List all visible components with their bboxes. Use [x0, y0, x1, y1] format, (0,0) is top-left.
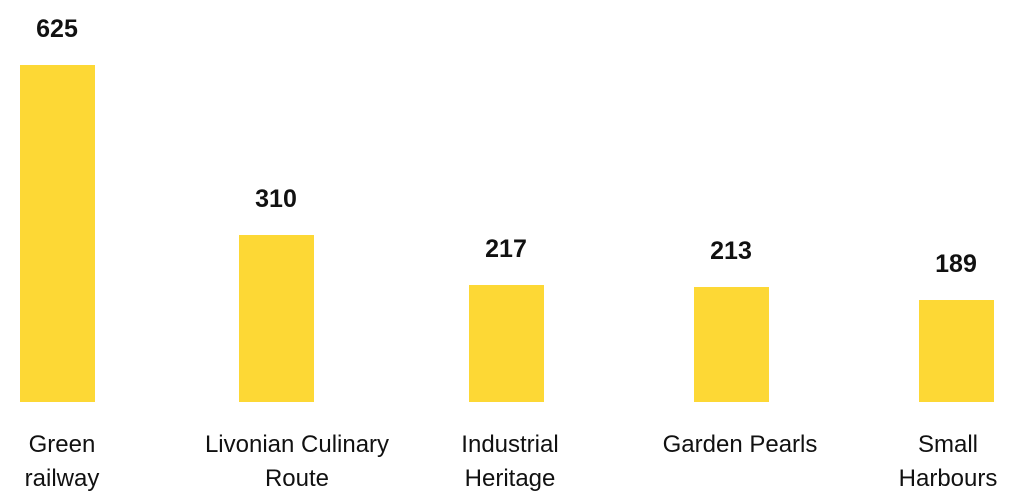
value-label: 213 — [710, 237, 752, 266]
bar — [468, 284, 544, 402]
value-label: 310 — [255, 184, 297, 213]
bar — [693, 287, 769, 402]
value-label: 189 — [935, 250, 977, 279]
value-label: 217 — [485, 234, 527, 263]
bar — [19, 65, 95, 402]
value-label: 625 — [36, 15, 78, 43]
category-label: Garden Pearls — [662, 431, 818, 458]
category-label: Industrial Heritage — [461, 431, 559, 492]
category-label: Livonian Culinary Route — [204, 431, 390, 492]
category-label: Green railway — [24, 431, 100, 492]
bar — [238, 234, 314, 402]
bar — [918, 300, 994, 402]
category-label: Small Harbours — [898, 431, 998, 492]
